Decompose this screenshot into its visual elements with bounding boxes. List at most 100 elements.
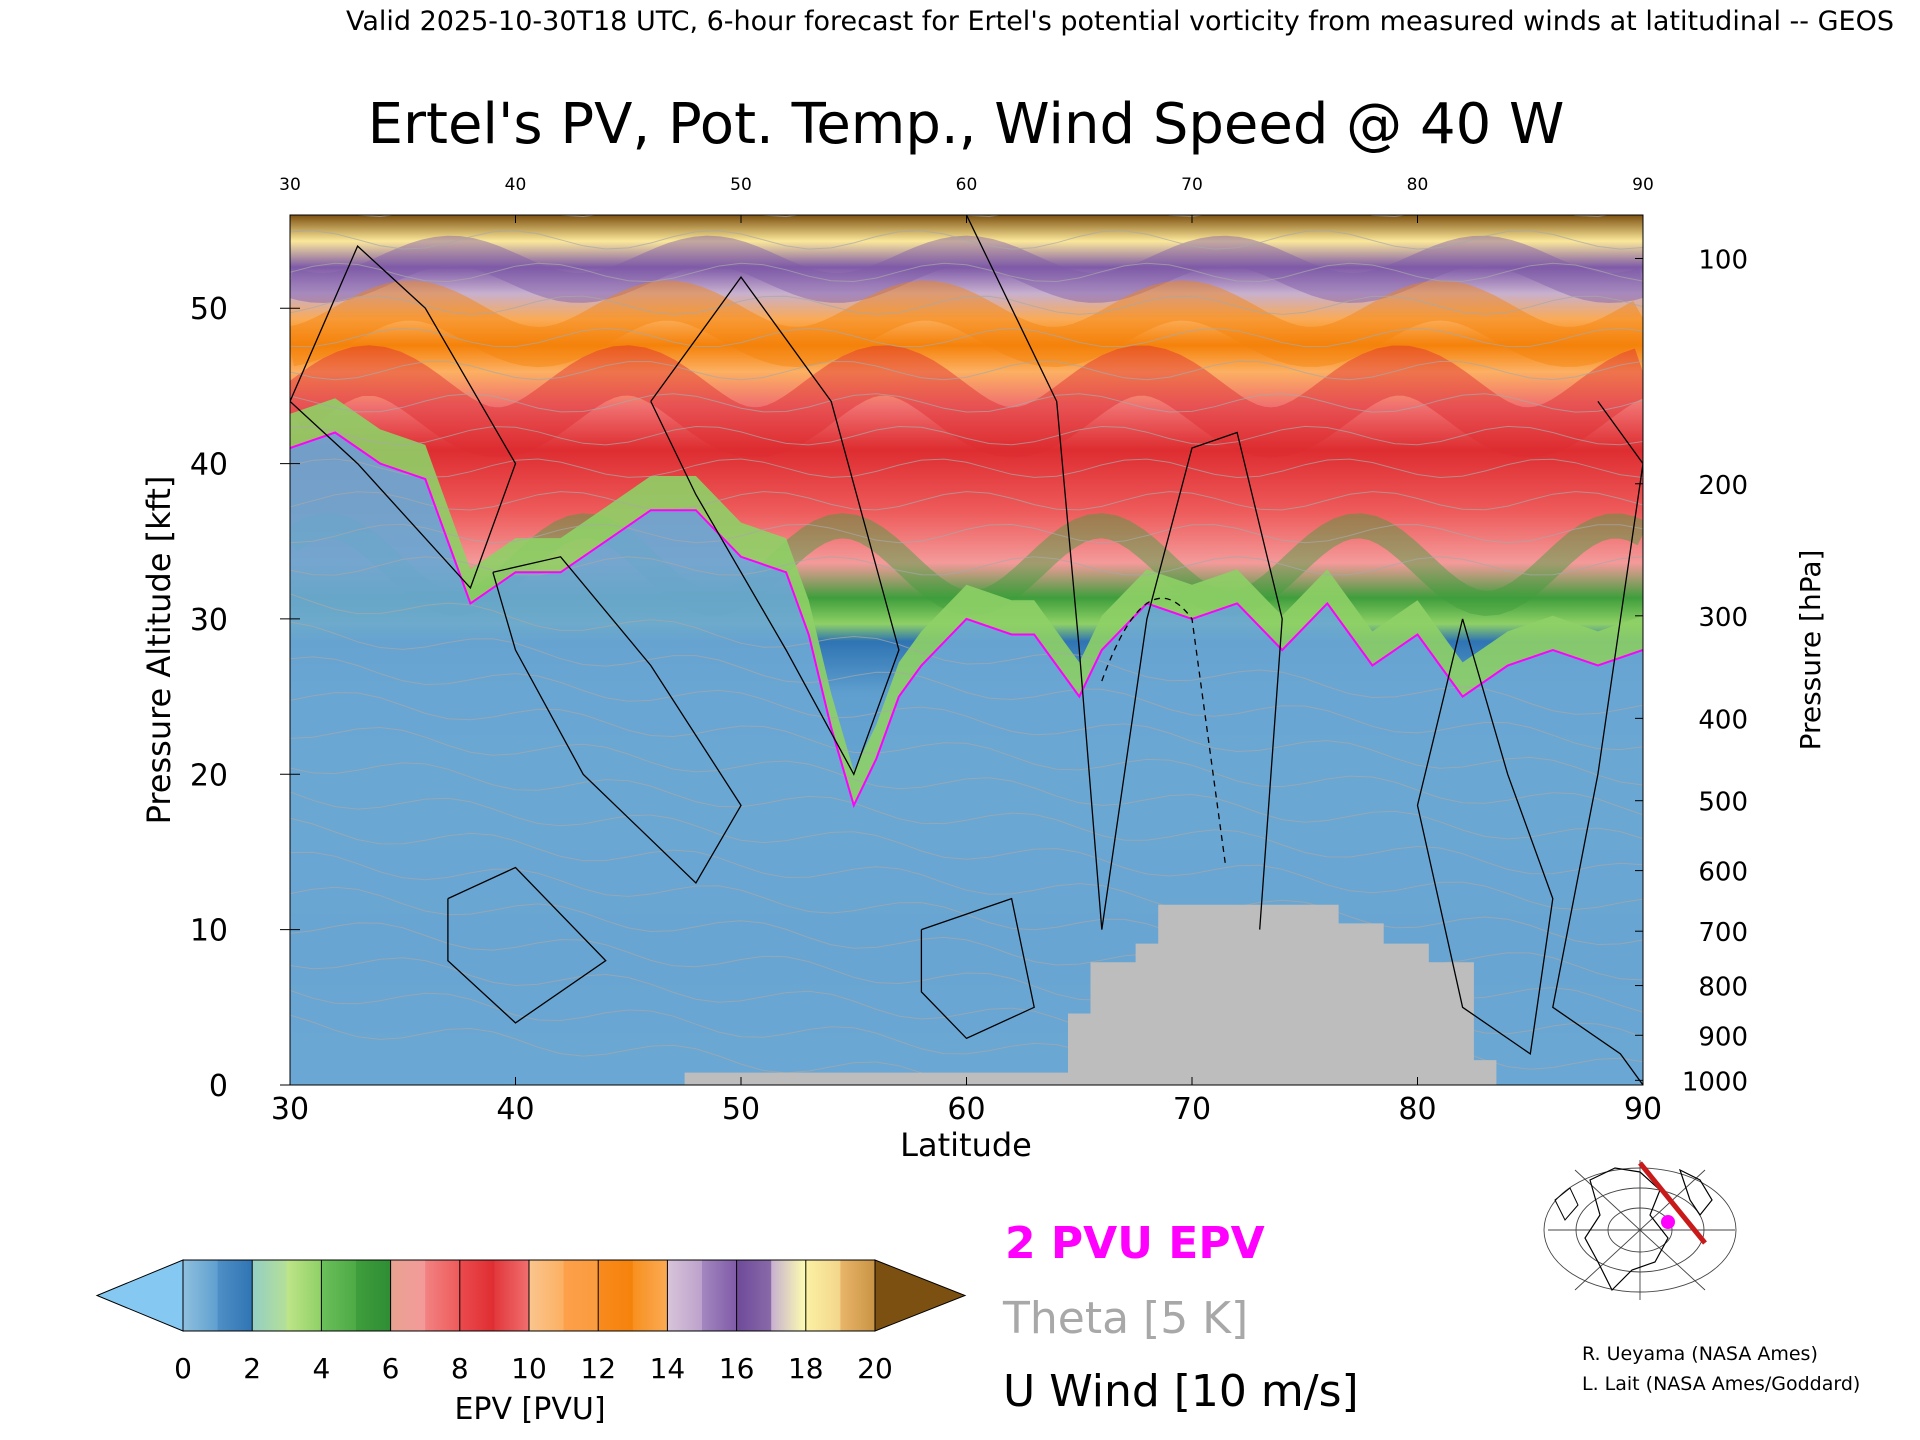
theta-contour bbox=[290, 726, 1643, 840]
plot-area: 30 40 50 60 70 80 90 30 40 50 60 70 80 90 0 10 20 30 40 5… bbox=[190, 175, 1748, 1127]
topography-mask bbox=[684, 904, 1497, 1085]
colorbar-tick-label: 20 bbox=[857, 1352, 893, 1385]
y-tick-label: 50 bbox=[190, 292, 228, 327]
colorbar-under-arrow bbox=[95, 1259, 184, 1332]
tropopause-2pvu-line bbox=[290, 431, 1643, 809]
layer-legend: 2 PVU EPV Theta [5 K] U Wind [10 m/s] bbox=[1002, 1218, 1359, 1417]
x-tick-label: 60 bbox=[947, 1092, 985, 1127]
colorbar-segment bbox=[632, 1260, 668, 1331]
header-line: Valid 2025-10-30T18 UTC, 6-hour forecast… bbox=[346, 6, 1894, 37]
x-axis-top: 30 40 50 60 70 80 90 bbox=[279, 175, 1654, 223]
colorbar-tick-label: 16 bbox=[719, 1352, 755, 1385]
cross-section-path bbox=[1638, 1161, 1707, 1245]
pv-band bbox=[290, 235, 1643, 304]
y-axis-left: 0 10 20 30 40 50 bbox=[190, 292, 300, 1104]
colorbar-segment bbox=[217, 1260, 253, 1331]
pressure-tick-label: 100 bbox=[1698, 246, 1748, 276]
u-wind-contour bbox=[965, 215, 1283, 930]
u-wind-contour bbox=[920, 897, 1035, 1040]
y-tick-label: 0 bbox=[209, 1069, 228, 1104]
u-wind-contour bbox=[290, 245, 517, 590]
colorbar-tick-label: 10 bbox=[511, 1352, 547, 1385]
colorbar-segment bbox=[286, 1260, 322, 1331]
u-wind-contours bbox=[290, 215, 1643, 1085]
pressure-tick-label: 700 bbox=[1698, 918, 1748, 948]
legend-u-wind: U Wind [10 m/s] bbox=[1003, 1366, 1359, 1417]
pv-band bbox=[290, 280, 1643, 368]
pressure-tick-label: 900 bbox=[1698, 1022, 1748, 1052]
theta-contour bbox=[290, 817, 1643, 946]
x-top-tick-label: 30 bbox=[279, 175, 301, 195]
colorbar-segment bbox=[702, 1260, 738, 1331]
pressure-tick-label: 600 bbox=[1698, 858, 1748, 888]
pv-band bbox=[290, 345, 1643, 458]
u-wind-contour-negative bbox=[1101, 597, 1227, 868]
y-tick-label: 30 bbox=[190, 603, 228, 638]
colorbar-segment bbox=[771, 1260, 807, 1331]
pressure-tick-label: 1000 bbox=[1682, 1067, 1748, 1097]
theta-contour bbox=[290, 523, 1643, 544]
colorbar-segment bbox=[321, 1260, 357, 1331]
pressure-tick-label: 400 bbox=[1698, 705, 1748, 735]
credit-line-1: R. Ueyama (NASA Ames) bbox=[1582, 1343, 1818, 1365]
colorbar-segment bbox=[390, 1260, 426, 1331]
x-tick-label: 70 bbox=[1173, 1092, 1211, 1127]
y-tick-label: 20 bbox=[190, 758, 228, 793]
theta-contour bbox=[290, 1014, 1112, 1085]
theta-contour bbox=[355, 215, 1611, 218]
credit-line-2: L. Lait (NASA Ames/Goddard) bbox=[1582, 1373, 1860, 1395]
x-tick-label: 90 bbox=[1624, 1092, 1662, 1127]
colorbar-label: EPV [PVU] bbox=[454, 1392, 605, 1427]
colorbar-tick-label: 12 bbox=[580, 1352, 616, 1385]
theta-contour bbox=[290, 656, 1643, 786]
pressure-tick-label: 500 bbox=[1698, 788, 1748, 818]
theta-contour bbox=[290, 791, 1643, 911]
theta-contour bbox=[290, 295, 1643, 315]
colorbar-segment bbox=[529, 1260, 565, 1331]
colorbar-segment bbox=[667, 1260, 703, 1331]
legend-theta: Theta [5 K] bbox=[1002, 1293, 1248, 1344]
colorbar-tick-label: 18 bbox=[788, 1352, 824, 1385]
theta-contour bbox=[290, 593, 1643, 715]
theta-contour bbox=[290, 230, 1643, 250]
x-top-tick-label: 80 bbox=[1407, 175, 1429, 195]
y-axis-right: 100 200 300 400 500 600 700 800 900 1000 bbox=[1635, 246, 1748, 1097]
pressure-tick-label: 300 bbox=[1698, 603, 1748, 633]
colorbar-segment bbox=[356, 1260, 392, 1331]
x-axis-bottom: 30 40 50 60 70 80 90 bbox=[271, 1077, 1662, 1127]
x-tick-label: 30 bbox=[271, 1092, 309, 1127]
x-top-tick-label: 70 bbox=[1181, 175, 1203, 195]
y-tick-label: 40 bbox=[190, 448, 228, 483]
theta-contour bbox=[290, 393, 1643, 413]
colorbar-tick-label: 8 bbox=[451, 1352, 469, 1385]
locator-map bbox=[1543, 1155, 1740, 1302]
u-wind-contour bbox=[1416, 618, 1554, 1056]
u-wind-contour bbox=[1552, 401, 1643, 1085]
transition-band bbox=[290, 398, 1643, 806]
colorbar-segment bbox=[736, 1260, 772, 1331]
theta-contour bbox=[290, 556, 1643, 576]
x-top-tick-label: 40 bbox=[505, 175, 527, 195]
x-top-tick-label: 50 bbox=[730, 175, 752, 195]
x-tick-label: 40 bbox=[496, 1092, 534, 1127]
x-tick-label: 80 bbox=[1398, 1092, 1436, 1127]
colorbar-tick-label: 14 bbox=[650, 1352, 686, 1385]
colorbar: 0 2 4 6 8 10 12 14 16 18 20 bbox=[95, 1259, 967, 1385]
y-axis-label: Pressure Altitude [kft] bbox=[140, 476, 178, 825]
theta-contour bbox=[290, 621, 1643, 751]
theta-contour bbox=[290, 762, 1643, 875]
colorbar-segment bbox=[840, 1260, 876, 1331]
theta-contour bbox=[290, 360, 1643, 381]
y-axis-right-label: Pressure [hPa] bbox=[1794, 550, 1827, 751]
u-wind-contour bbox=[492, 556, 742, 885]
colorbar-tick-label: 4 bbox=[312, 1352, 330, 1385]
colorbar-tick-label: 6 bbox=[382, 1352, 400, 1385]
theta-contour bbox=[290, 491, 1643, 511]
theta-contour bbox=[290, 327, 1643, 348]
x-tick-label: 50 bbox=[722, 1092, 760, 1127]
theta-contour bbox=[290, 425, 1643, 446]
colorbar-tick-label: 2 bbox=[243, 1352, 261, 1385]
colorbar-segment bbox=[252, 1260, 288, 1331]
u-wind-contour bbox=[447, 866, 607, 1024]
